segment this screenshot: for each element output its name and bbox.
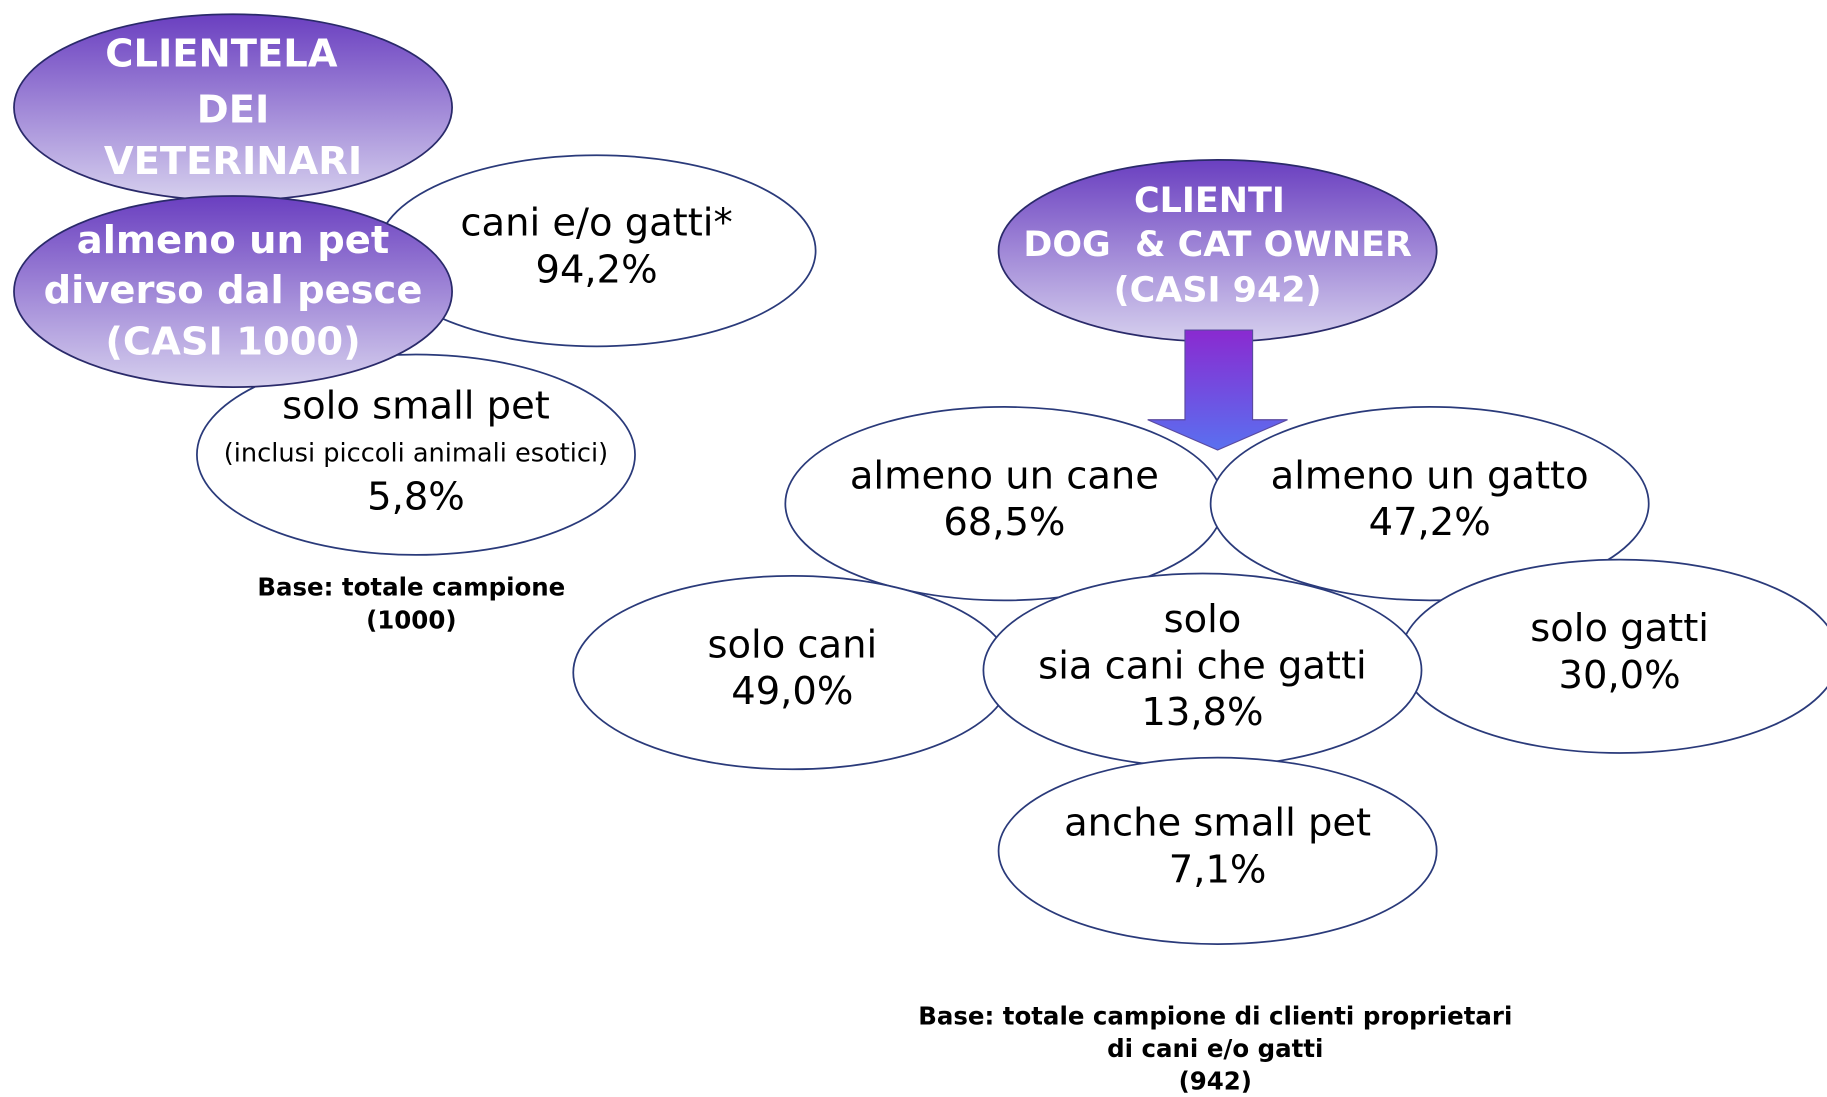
arrow — [1147, 329, 1288, 451]
base-note: (1000) — [366, 605, 456, 634]
node-text: solo — [1164, 597, 1242, 642]
base-note: Base: totale campione — [257, 573, 565, 602]
node-ellipse — [1209, 406, 1650, 602]
subheader-ellipse — [13, 195, 453, 388]
header-text: (CASI 942) — [1114, 271, 1322, 311]
node-text: anche small pet — [1064, 801, 1371, 846]
subheader-text: (CASI 1000) — [105, 320, 360, 365]
node-value: 5,8% — [367, 474, 465, 519]
node-label: cani e/o gatti* — [460, 201, 732, 246]
base-note: Base: totale campione di clienti proprie… — [918, 1001, 1512, 1030]
node-text: almeno un gatto — [1271, 454, 1589, 499]
node-text: 13,8% — [1141, 690, 1263, 735]
subheader-text: diverso dal pesce — [44, 268, 423, 313]
node-value: 94,2% — [536, 247, 658, 292]
node-text: 30,0% — [1559, 653, 1681, 698]
node-text: 68,5% — [943, 500, 1065, 545]
subheader-text: almeno un pet — [77, 218, 389, 263]
node-text: 49,0% — [731, 669, 853, 714]
header-text: VETERINARI — [104, 139, 362, 184]
node-text: 47,2% — [1369, 500, 1491, 545]
node-text: solo gatti — [1530, 606, 1709, 651]
node-ellipse — [997, 756, 1438, 945]
node-note: (inclusi piccoli animali esotici) — [224, 439, 608, 469]
header-text: CLIENTELA — [105, 32, 337, 77]
node-text: almeno un cane — [850, 454, 1159, 499]
header-text: CLIENTI — [1134, 181, 1285, 221]
node-text: sia cani che gatti — [1038, 643, 1367, 688]
node-ellipse — [196, 353, 636, 556]
base-note: di cani e/o gatti — [1107, 1034, 1323, 1063]
node-text: 7,1% — [1169, 847, 1267, 892]
node-label: solo small pet — [282, 384, 550, 429]
header-text: DEI — [197, 88, 269, 133]
header-text: DOG & CAT OWNER — [1023, 225, 1412, 265]
node-text: solo cani — [707, 622, 877, 667]
base-note: (942) — [1179, 1067, 1252, 1096]
